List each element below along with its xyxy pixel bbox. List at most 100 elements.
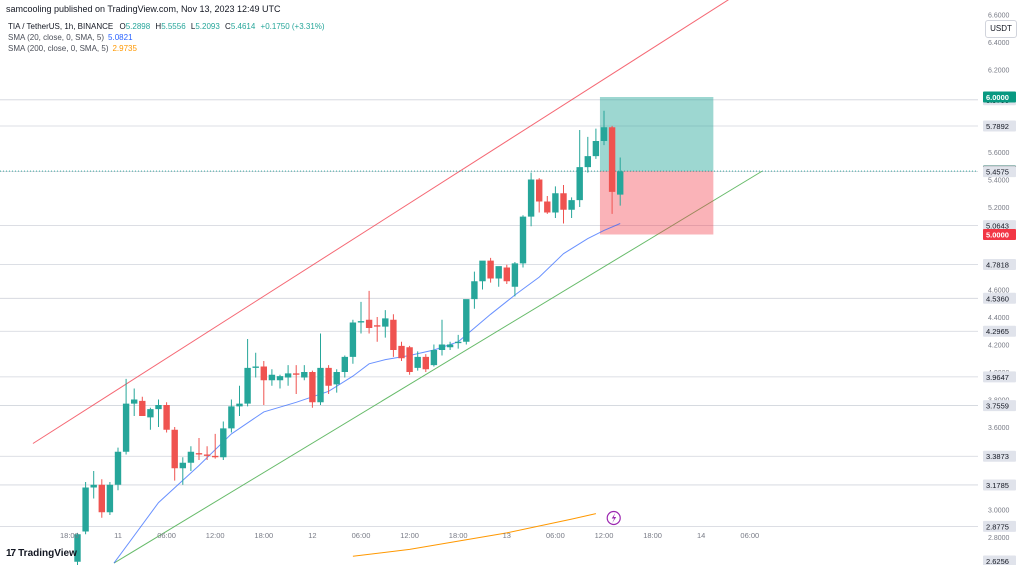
ohlc-change: +0.1750 (+3.31%) <box>260 22 325 31</box>
sma200-line <box>352 513 597 557</box>
tradingview-logo-text: TradingView <box>18 548 77 559</box>
price-label-text: 5.7892 <box>986 122 1009 131</box>
symbol-name: TIA / TetherUS, 1h, BINANCE <box>8 22 114 31</box>
candle-body <box>357 321 365 323</box>
candle <box>212 433 219 459</box>
sma200-legend[interactable]: SMA (200, close, 0, SMA, 5) 2.9735 <box>8 44 137 53</box>
candle-body <box>455 341 462 344</box>
price-label-target: 6.0000 <box>983 91 1016 103</box>
candle <box>357 301 365 334</box>
x-tick-label: 18:00 <box>254 531 273 540</box>
sma20-label: SMA (20, close, 0, SMA, 5) <box>8 33 105 42</box>
price-label-text: 3.9647 <box>986 373 1009 382</box>
candle <box>382 310 389 338</box>
event-icon-bolt <box>611 513 617 523</box>
candle-body <box>301 372 308 378</box>
price-label-box <box>983 229 1016 240</box>
candle-body <box>309 372 316 403</box>
candle-body <box>390 319 397 350</box>
sma20-legend[interactable]: SMA (20, close, 0, SMA, 5) 5.0821 <box>8 33 133 42</box>
candle <box>114 447 122 491</box>
price-label-text: 4.7818 <box>986 261 1009 270</box>
candle <box>487 257 494 283</box>
candle-body <box>317 367 324 403</box>
candle-body <box>414 356 421 368</box>
price-label-text: 3.3873 <box>986 452 1009 461</box>
candle-body <box>560 193 567 210</box>
candle <box>203 446 211 460</box>
candle-body <box>163 405 170 430</box>
candle-body <box>212 455 219 458</box>
ohlc-close: C5.4614 <box>225 22 256 31</box>
candle-body <box>333 372 340 385</box>
price-label-level: 3.1785 <box>983 479 1016 491</box>
candle-body <box>438 344 446 350</box>
y-tick-label: 4.2000 <box>988 343 1010 350</box>
candle <box>503 264 510 284</box>
candle-body <box>236 403 243 407</box>
candle <box>422 354 429 372</box>
candle <box>398 341 405 361</box>
candle <box>365 290 373 334</box>
price-label-box <box>983 259 1016 271</box>
candle-body <box>552 193 559 213</box>
price-label-text: 3.1785 <box>986 481 1009 490</box>
y-tick-label: 5.6000 <box>988 150 1010 157</box>
candle <box>536 178 543 213</box>
candle <box>455 334 462 349</box>
x-tick-label: 06:00 <box>546 531 565 540</box>
price-label-text: 2.6256 <box>986 557 1009 565</box>
candle <box>179 457 186 485</box>
x-tick-label: 06:00 <box>740 531 759 540</box>
y-tick-label: 3.6000 <box>988 425 1010 432</box>
candle-body <box>349 322 357 357</box>
price-label-level: 3.9647 <box>983 371 1016 383</box>
candle <box>236 385 243 416</box>
candle-body <box>106 484 114 513</box>
candle-body <box>268 374 276 381</box>
x-tick-label: 11 <box>114 531 122 540</box>
candle <box>463 299 470 345</box>
price-label-box <box>983 400 1016 412</box>
candle-body <box>187 451 195 463</box>
candle <box>163 402 170 433</box>
price-label-text: 2.8775 <box>986 522 1009 531</box>
price-label-level: 4.7818 <box>983 259 1016 271</box>
candle <box>600 110 608 146</box>
candle <box>519 215 527 268</box>
candle <box>195 438 203 460</box>
price-label-level: 5.7892 <box>983 120 1016 132</box>
x-tick-label: 18:00 <box>643 531 662 540</box>
y-tick-label: 6.6000 <box>988 13 1010 20</box>
candle-body <box>284 373 292 378</box>
channel-upper-line <box>32 0 729 444</box>
candle <box>228 399 235 433</box>
price-label-box <box>983 450 1016 462</box>
candle-body <box>228 406 235 429</box>
price-label-text: 4.5360 <box>986 294 1009 303</box>
candle <box>106 482 114 515</box>
candle-body <box>430 350 438 366</box>
sma200-label: SMA (200, close, 0, SMA, 5) <box>8 44 109 53</box>
candle <box>98 479 105 518</box>
candle <box>90 471 97 499</box>
tradingview-logo[interactable]: 17 TradingView <box>6 548 77 559</box>
price-label-level: 5.4575 <box>983 166 1016 178</box>
candle-body <box>244 367 251 404</box>
candle-body <box>195 453 203 455</box>
currency-button[interactable]: USDT <box>985 20 1017 38</box>
candle <box>560 185 567 224</box>
candle <box>552 186 559 218</box>
candle <box>446 341 454 350</box>
candle <box>301 365 308 381</box>
price-label-box <box>983 325 1016 337</box>
candle-body <box>568 200 575 210</box>
candle <box>139 396 146 416</box>
x-tick-label: 13 <box>503 531 511 540</box>
x-tick-label: 12:00 <box>206 531 225 540</box>
candle-body <box>446 344 454 348</box>
price-label-level: 4.5360 <box>983 292 1016 304</box>
candle <box>309 370 316 408</box>
